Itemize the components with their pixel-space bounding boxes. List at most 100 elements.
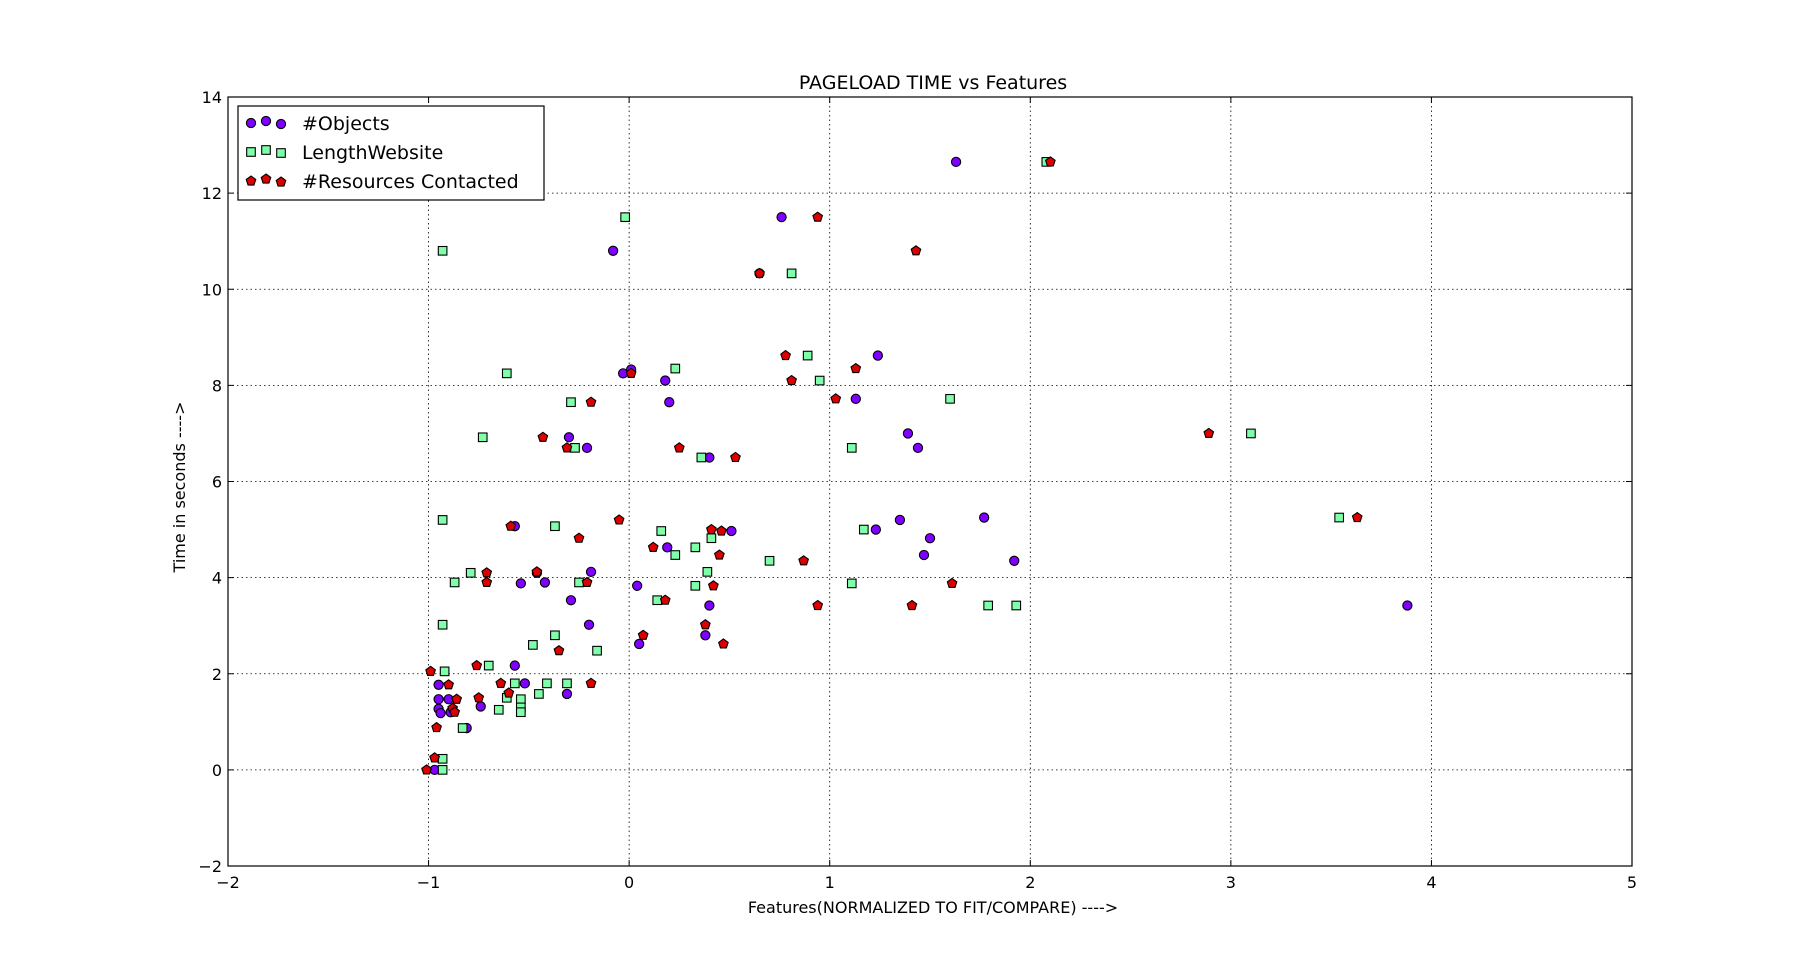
data-point-resources-contacted [1044, 156, 1056, 167]
data-point-objects [475, 701, 486, 712]
data-point-resources-contacted [850, 362, 862, 374]
y-tick-label: 12 [202, 184, 222, 203]
data-point-resources-contacted [481, 576, 493, 588]
data-point-resources-contacted [443, 679, 455, 690]
data-point-objects [607, 245, 619, 256]
data-point-objects [664, 397, 675, 408]
data-point-length-website [696, 452, 707, 463]
data-point-objects [561, 688, 573, 700]
data-point-length-website [702, 567, 713, 577]
y-tick-label: 0 [212, 761, 222, 780]
data-point-objects [726, 525, 737, 537]
data-point-resources-contacted [573, 532, 585, 543]
y-tick-label: −2 [198, 857, 222, 876]
data-point-resources-contacted [495, 677, 507, 688]
data-point-resources-contacted [561, 442, 573, 453]
data-point-objects [950, 156, 962, 168]
data-point-length-website [786, 268, 797, 279]
data-point-resources-contacted [812, 211, 824, 222]
x-tick-label: 0 [624, 873, 634, 892]
data-point-resources-contacted [451, 693, 463, 704]
data-points [421, 156, 1413, 776]
data-point-length-website [690, 580, 701, 591]
data-point-length-website [437, 765, 448, 775]
data-point-length-website [1334, 512, 1345, 523]
data-point-resources-contacted [625, 367, 637, 378]
legend: #Objects LengthWebsite #Resources Contac… [237, 105, 545, 201]
data-point-length-website [1011, 600, 1022, 611]
data-point-length-website [620, 212, 630, 223]
data-point-length-website [846, 578, 857, 589]
x-tick-label: 4 [1426, 873, 1436, 892]
data-point-resources-contacted [473, 692, 485, 703]
data-point-objects [515, 578, 526, 589]
data-point-resources-contacted [730, 451, 741, 463]
y-tick-label: 14 [202, 88, 222, 107]
x-tick-label: −1 [417, 873, 441, 892]
data-point-length-website [439, 666, 450, 677]
data-point-resources-contacted [425, 665, 436, 676]
data-point-objects [776, 212, 787, 223]
data-point-resources-contacted [718, 638, 729, 649]
data-point-length-website [858, 524, 869, 535]
data-point-length-website [574, 577, 584, 588]
data-point-length-website [465, 567, 476, 578]
grid-lines [228, 97, 1632, 866]
data-point-length-website [477, 432, 488, 443]
data-point-length-website [945, 393, 955, 404]
legend-marker-objects [260, 115, 272, 127]
legend-marker-resources-contacted [260, 173, 272, 184]
data-point-objects [563, 432, 575, 443]
data-point-length-website [483, 660, 494, 671]
chart-title: PAGELOAD TIME vs Features [799, 72, 1067, 94]
data-point-objects [979, 512, 990, 523]
data-point-resources-contacted [531, 566, 543, 577]
data-point-resources-contacted [705, 523, 717, 535]
data-point-objects [433, 694, 444, 705]
data-point-resources-contacted [585, 677, 597, 688]
data-point-objects [870, 524, 881, 535]
legend-marker-length-website [261, 145, 271, 155]
data-point-length-website [515, 707, 526, 718]
x-tick-label: 1 [825, 873, 835, 892]
data-point-resources-contacted [910, 245, 922, 256]
data-point-length-website [570, 443, 580, 453]
y-tick-label: 2 [212, 665, 222, 684]
data-point-resources-contacted [673, 442, 685, 453]
legend-marker-length-website [276, 148, 286, 158]
y-axis-label: Time in seconds ----> [170, 402, 189, 574]
data-point-objects [872, 350, 884, 361]
data-point-objects [435, 708, 446, 719]
data-point-length-website [802, 350, 813, 361]
data-point-length-website [509, 678, 520, 689]
data-point-resources-contacted [786, 374, 798, 386]
data-point-objects [902, 428, 914, 439]
x-tick-label: 3 [1226, 873, 1236, 892]
data-point-length-website [534, 689, 544, 699]
data-point-length-website [437, 245, 448, 256]
data-point-objects [1402, 600, 1413, 611]
data-point-length-website [846, 443, 857, 453]
data-point-resources-contacted [553, 645, 565, 656]
legend-marker-resources-contacted [245, 175, 257, 186]
data-point-resources-contacted [537, 431, 549, 442]
data-point-length-website [670, 363, 681, 374]
data-point-resources-contacted [780, 349, 791, 361]
data-point-resources-contacted [699, 619, 711, 630]
data-point-resources-contacted [946, 577, 958, 588]
legend-label-resources-contacted: #Resources Contacted [302, 171, 519, 193]
data-point-resources-contacted [637, 629, 649, 640]
data-point-resources-contacted [830, 393, 842, 404]
data-point-length-website [437, 515, 448, 525]
data-point-resources-contacted [429, 752, 440, 763]
data-point-objects [565, 595, 577, 606]
data-point-length-website [690, 542, 701, 553]
data-point-resources-contacted [503, 687, 515, 698]
data-point-resources-contacted [1351, 511, 1363, 523]
data-point-resources-contacted [716, 525, 727, 536]
data-point-objects [585, 566, 597, 578]
data-point-objects [918, 549, 930, 561]
data-point-length-website [542, 678, 552, 689]
